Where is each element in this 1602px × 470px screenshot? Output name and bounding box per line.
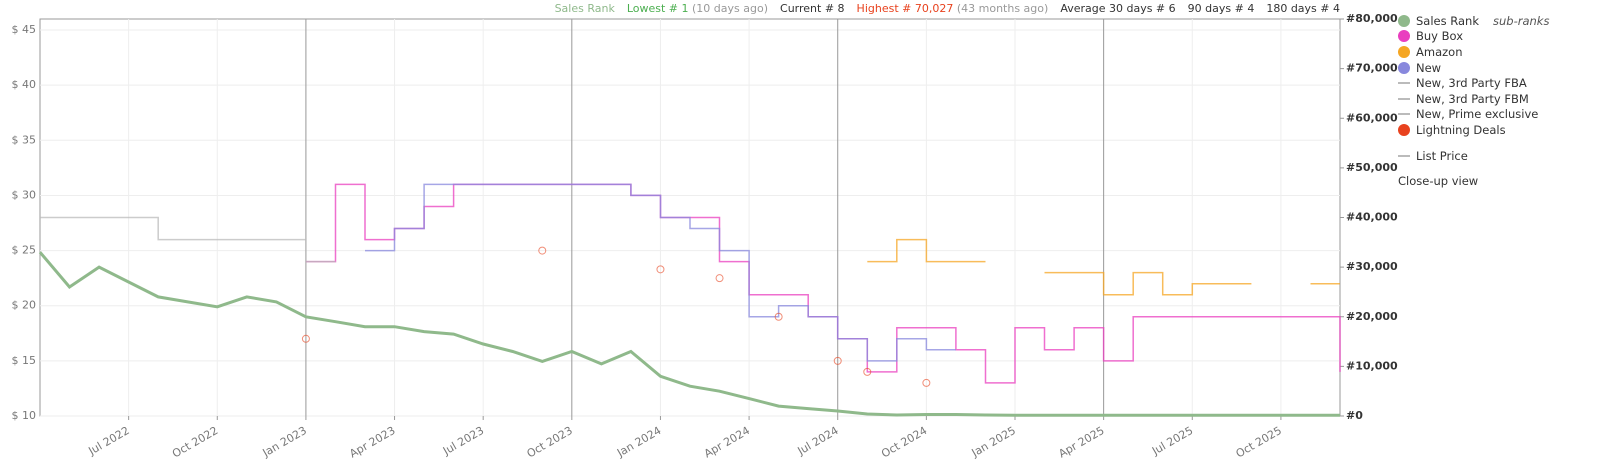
y2-tick-label: #50,000 <box>1346 161 1398 174</box>
legend-label: New, 3rd Party FBM <box>1416 91 1529 106</box>
closeup-toggle[interactable]: Close-up view <box>1398 173 1549 189</box>
y-tick-label: $ 20 <box>12 299 37 312</box>
legend-label: Lightning Deals <box>1416 122 1506 137</box>
y-tick-label: $ 25 <box>12 244 37 257</box>
y2-tick-label: #10,000 <box>1346 359 1398 372</box>
y-tick-label: $ 35 <box>12 133 37 146</box>
stat: 90 days # 4 <box>1188 2 1255 15</box>
legend-label: Sales Rank <box>1416 13 1479 28</box>
sub-ranks: sub-ranks <box>1493 13 1550 28</box>
series-line <box>365 183 956 362</box>
stat: Highest # 70,027 (43 months ago) <box>857 2 1049 15</box>
legend-swatch <box>1398 97 1410 100</box>
x-tick-label: Jan 2024 <box>614 424 663 460</box>
legend-swatch <box>1398 30 1410 43</box>
x-tick-label: Oct 2024 <box>879 424 929 461</box>
series-line <box>38 251 1340 417</box>
closeup-label: Close-up view <box>1398 174 1479 189</box>
legend-swatch <box>1398 61 1410 74</box>
y2-tick-label: #60,000 <box>1346 111 1398 124</box>
stat: Sales Rank <box>555 2 615 15</box>
legend-swatch <box>1398 154 1410 157</box>
stat-text: Lowest # 1 <box>626 2 689 15</box>
legend-label: Amazon <box>1416 44 1463 59</box>
stat-note: (10 days ago) <box>692 2 769 15</box>
lightning-deal-point <box>301 334 310 343</box>
legend-label: List Price <box>1416 148 1468 163</box>
y2-tick-label: #80,000 <box>1346 12 1398 25</box>
stat: Current # 8 <box>780 2 845 15</box>
series-line <box>40 216 336 263</box>
x-tick-label: Jan 2023 <box>260 424 309 460</box>
stat: Average 30 days # 6 <box>1060 2 1175 15</box>
series-line <box>305 183 1341 384</box>
legend-label: New, Prime exclusive <box>1416 107 1539 122</box>
legend-item[interactable]: Lightning Deals <box>1398 122 1549 138</box>
stat: 180 days # 4 <box>1266 2 1340 15</box>
legend-item[interactable]: New <box>1398 60 1549 76</box>
y2-tick-label: #0 <box>1346 409 1363 422</box>
legend-label: Buy Box <box>1416 29 1464 44</box>
legend-label: New <box>1416 60 1442 75</box>
lightning-deal-point <box>922 378 931 387</box>
x-tick-label: Jan 2025 <box>969 424 1018 460</box>
legend-item[interactable]: Sales Rank sub-ranks <box>1398 13 1549 29</box>
stat-text: Sales Rank <box>554 2 615 15</box>
x-tick-label: Apr 2024 <box>702 424 752 461</box>
legend-item[interactable]: Amazon <box>1398 44 1549 60</box>
y-tick-label: $ 30 <box>12 188 37 201</box>
stat-text: Current # 8 <box>780 2 845 15</box>
x-tick-label: Jul 2023 <box>440 424 486 458</box>
series-line <box>867 238 1340 296</box>
x-tick-label: Jul 2025 <box>1149 424 1195 458</box>
x-tick-label: Oct 2023 <box>525 424 575 461</box>
stat-note: (43 months ago) <box>956 2 1049 15</box>
legend-gap <box>1398 163 1549 173</box>
y-tick-label: $ 15 <box>12 354 37 367</box>
legend-item[interactable]: List Price <box>1398 148 1549 164</box>
legend-swatch <box>1398 123 1410 136</box>
y-tick-label: $ 45 <box>12 23 37 36</box>
legend-item[interactable]: Buy Box <box>1398 29 1549 45</box>
y-tick-label: $ 10 <box>12 409 37 422</box>
y2-tick-label: #40,000 <box>1346 211 1398 224</box>
x-tick-label: Apr 2025 <box>1056 424 1106 461</box>
x-tick-label: Jul 2022 <box>86 424 132 458</box>
legend-item[interactable]: New, 3rd Party FBM <box>1398 91 1549 107</box>
stat-text: Highest # 70,027 <box>856 2 954 15</box>
stat: Lowest # 1 (10 days ago) <box>627 2 768 15</box>
y2-tick-label: #20,000 <box>1346 310 1398 323</box>
lightning-deal-point <box>774 312 783 321</box>
stat-text: 90 days # 4 <box>1187 2 1255 15</box>
x-tick-label: Oct 2025 <box>1234 424 1284 461</box>
x-tick-label: Apr 2023 <box>347 424 397 461</box>
x-tick-label: Jul 2024 <box>795 424 841 458</box>
x-tick-label: Oct 2022 <box>170 424 220 461</box>
legend-swatch <box>1398 82 1410 85</box>
y-tick-label: $ 40 <box>12 78 37 91</box>
legend-label: New, 3rd Party FBA <box>1416 76 1527 91</box>
legend-swatch <box>1398 14 1410 27</box>
lightning-deal-point <box>656 265 665 274</box>
lightning-deal-point <box>833 356 842 365</box>
stat-text: 180 days # 4 <box>1266 2 1340 15</box>
legend-item[interactable]: New, Prime exclusive <box>1398 107 1549 123</box>
legend-gap <box>1398 138 1549 148</box>
legend-item[interactable]: New, 3rd Party FBA <box>1398 75 1549 91</box>
legend-swatch <box>1398 45 1410 58</box>
legend-swatch <box>1398 113 1410 116</box>
stats-bar: Sales Rank Lowest # 1 (10 days ago) Curren… <box>555 2 1340 15</box>
lightning-deal-point <box>538 246 547 255</box>
lightning-deal-point <box>715 274 724 283</box>
legend: Sales Rank sub-ranks Buy Box Amazon New New, … <box>1398 13 1549 189</box>
y2-tick-label: #70,000 <box>1346 62 1398 75</box>
y2-tick-label: #30,000 <box>1346 260 1398 273</box>
lightning-deal-point <box>863 367 872 376</box>
stat-text: Average 30 days # 6 <box>1060 2 1176 15</box>
